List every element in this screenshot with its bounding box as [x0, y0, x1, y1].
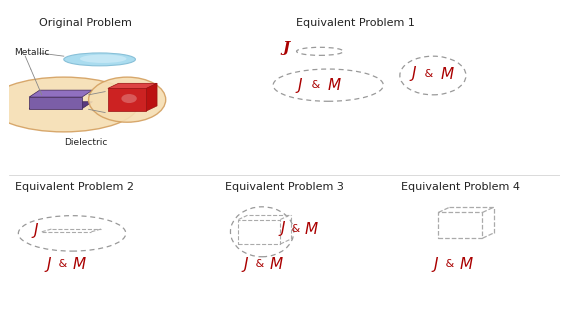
Text: &: & [55, 259, 71, 269]
Text: Equivalent Problem 3: Equivalent Problem 3 [225, 182, 343, 192]
Polygon shape [29, 102, 93, 109]
Text: Metallic: Metallic [14, 48, 49, 58]
Text: $\mathit{J}$: $\mathit{J}$ [31, 221, 39, 240]
Text: $\mathit{M}$: $\mathit{M}$ [458, 256, 473, 272]
Text: $\mathit{M}$: $\mathit{M}$ [304, 221, 319, 237]
Text: $\mathit{J}$: $\mathit{J}$ [241, 254, 250, 274]
Text: $\mathit{J}$: $\mathit{J}$ [410, 64, 418, 84]
Text: Equivalent Problem 1: Equivalent Problem 1 [296, 18, 415, 28]
Text: &: & [421, 69, 436, 79]
Text: &: & [308, 80, 324, 90]
Ellipse shape [89, 77, 165, 122]
Polygon shape [108, 88, 146, 111]
Ellipse shape [0, 77, 138, 132]
Text: &: & [288, 224, 304, 234]
Text: &: & [442, 259, 457, 269]
Text: $\mathit{M}$: $\mathit{M}$ [328, 77, 342, 93]
Text: Equivalent Problem 4: Equivalent Problem 4 [401, 182, 520, 192]
Ellipse shape [80, 55, 126, 63]
Text: $\mathit{J}$: $\mathit{J}$ [278, 219, 287, 238]
Text: $\mathit{M}$: $\mathit{M}$ [269, 256, 284, 272]
Polygon shape [29, 90, 93, 97]
Text: $\mathit{M}$: $\mathit{M}$ [72, 256, 86, 272]
Ellipse shape [121, 94, 137, 103]
Text: Equivalent Problem 2: Equivalent Problem 2 [15, 182, 134, 192]
Text: $\mathit{J}$: $\mathit{J}$ [295, 76, 304, 95]
Text: $\mathit{J}$: $\mathit{J}$ [44, 254, 53, 274]
Polygon shape [108, 83, 157, 88]
Text: J: J [282, 41, 289, 55]
Text: &: & [252, 259, 268, 269]
Text: $\mathit{M}$: $\mathit{M}$ [440, 66, 454, 82]
Polygon shape [29, 97, 82, 109]
Text: Dielectric: Dielectric [64, 138, 108, 147]
Text: $\mathit{J}$: $\mathit{J}$ [431, 254, 439, 274]
Polygon shape [146, 83, 157, 111]
Text: Original Problem: Original Problem [39, 18, 132, 28]
Ellipse shape [64, 53, 135, 66]
